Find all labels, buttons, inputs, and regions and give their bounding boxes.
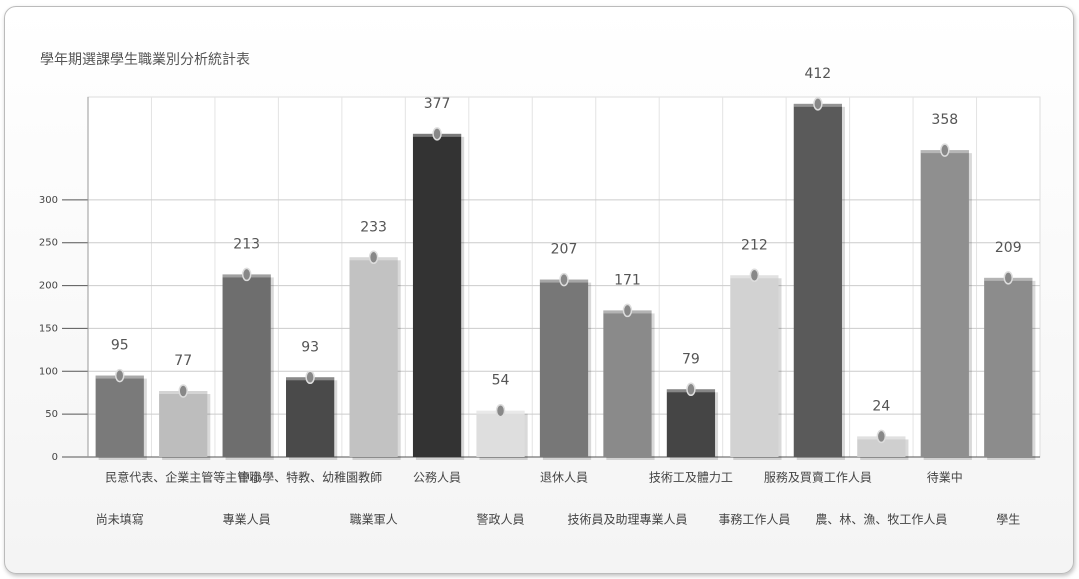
- value-label: 358: [931, 112, 958, 128]
- point-marker: [241, 267, 252, 282]
- x-tick-label: 公務人員: [413, 471, 461, 485]
- bar: [95, 375, 144, 457]
- bar: [857, 436, 906, 457]
- value-label: 54: [492, 373, 510, 389]
- value-label: 377: [424, 96, 451, 112]
- value-label: 79: [682, 351, 700, 367]
- value-label: 213: [233, 236, 260, 252]
- bar: [476, 410, 525, 457]
- point-marker: [432, 127, 442, 141]
- point-marker: [368, 250, 379, 265]
- point-marker: [876, 429, 887, 444]
- bar: [984, 277, 1033, 457]
- point-marker: [813, 97, 823, 111]
- x-tick-label: 學生: [996, 513, 1020, 527]
- point-marker: [622, 303, 633, 318]
- value-label: 209: [995, 240, 1022, 256]
- chart-title: 學年期選課學生職業別分析統計表: [40, 52, 250, 68]
- y-tick-label: 250: [39, 238, 58, 249]
- bar: [349, 257, 398, 457]
- bar: [286, 377, 335, 457]
- bar: [222, 274, 271, 457]
- point-marker: [940, 143, 950, 157]
- x-tick-label: 警政人員: [477, 512, 525, 527]
- y-tick-label: 150: [39, 323, 58, 334]
- value-label: 212: [741, 237, 768, 253]
- value-label: 95: [111, 338, 129, 354]
- x-tick-label: 事務工作人員: [718, 513, 790, 527]
- point-marker: [749, 268, 760, 283]
- bar: [539, 279, 589, 457]
- bar: [920, 150, 969, 457]
- value-label: 233: [360, 219, 387, 235]
- value-label: 207: [551, 242, 578, 258]
- point-marker: [559, 272, 569, 287]
- point-marker: [178, 384, 188, 398]
- x-tick-label: 專業人員: [223, 513, 271, 527]
- point-marker: [686, 382, 696, 397]
- bar: [730, 275, 779, 457]
- y-tick-label: 200: [39, 281, 58, 292]
- point-marker: [495, 403, 506, 418]
- bar: [159, 391, 208, 457]
- bar: [412, 133, 462, 457]
- x-tick-label: 待業中: [927, 470, 963, 485]
- y-tick-label: 50: [45, 409, 58, 420]
- x-tick-label: 民意代表、企業主管等主管職: [105, 470, 261, 485]
- x-tick-label: 職業軍人: [350, 513, 398, 527]
- bar: [603, 310, 652, 457]
- point-marker: [114, 368, 125, 383]
- x-tick-label: 中小學、特教、幼稚園教師: [238, 470, 382, 485]
- value-label: 77: [174, 353, 192, 369]
- bar: [666, 389, 716, 457]
- bar: [793, 103, 842, 457]
- x-tick-label: 技術員及助理專業人員: [567, 513, 687, 527]
- y-tick-label: 100: [39, 366, 58, 377]
- value-label: 171: [614, 272, 641, 288]
- value-label: 412: [804, 66, 831, 82]
- y-tick-label: 0: [52, 452, 58, 463]
- y-tick-label: 300: [39, 195, 58, 206]
- point-marker: [305, 370, 315, 385]
- value-label: 24: [872, 398, 890, 414]
- x-tick-label: 退休人員: [540, 471, 588, 485]
- x-tick-label: 服務及買賣工作人員: [764, 470, 872, 485]
- point-marker: [1003, 271, 1014, 285]
- x-tick-label: 農、林、漁、牧工作人員: [815, 513, 947, 527]
- x-tick-label: 技術工及體力工: [649, 471, 733, 485]
- value-label: 93: [301, 339, 319, 355]
- x-tick-label: 尚未填寫: [96, 512, 144, 527]
